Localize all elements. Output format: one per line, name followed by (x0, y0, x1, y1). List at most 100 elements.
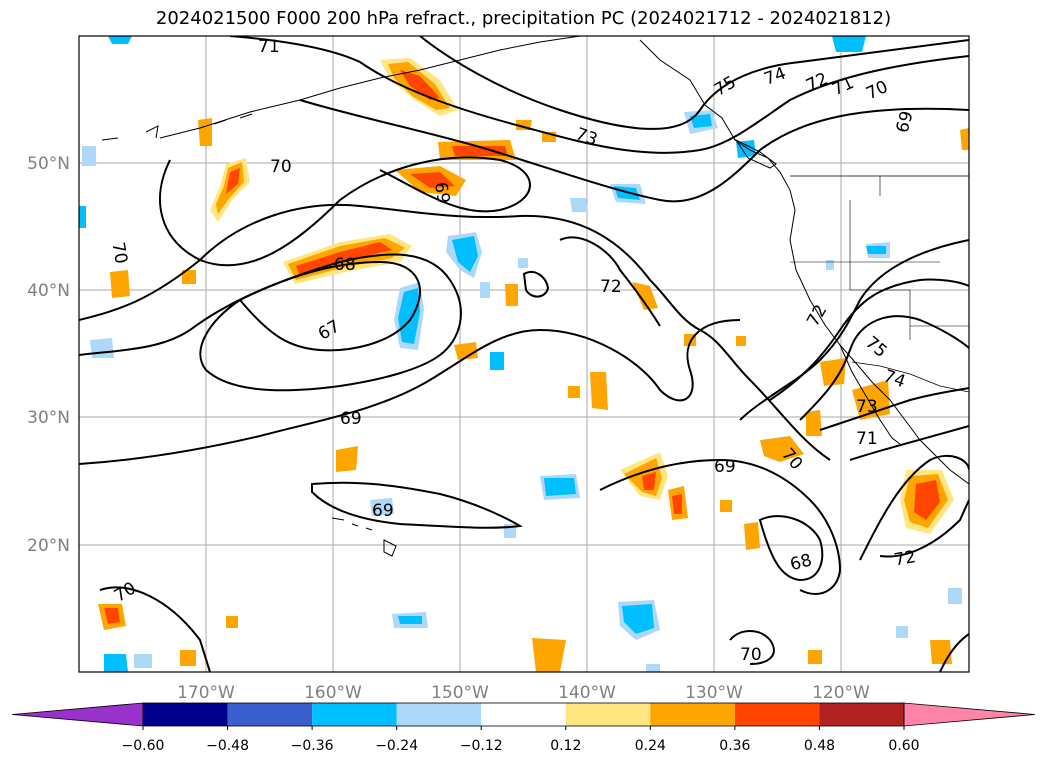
latitude-labels: 50°N 40°N 30°N 20°N (27, 154, 70, 556)
contour-line (311, 481, 523, 529)
contour-line (769, 278, 969, 401)
contour-line (79, 253, 462, 392)
precip-blob (590, 372, 608, 410)
precip-blob (570, 198, 588, 212)
contour-line (729, 630, 775, 665)
graticule (79, 36, 969, 672)
precip-blob (866, 246, 886, 254)
precip-blob (806, 410, 822, 436)
contour-line (859, 454, 969, 561)
coastlines (101, 36, 969, 557)
map-title: 2024021500 F000 200 hPa refract., precip… (155, 8, 892, 29)
precip-blob (622, 604, 654, 634)
colorbar-segment (227, 703, 313, 726)
precip-blob (480, 282, 490, 298)
precip-blob (642, 472, 656, 490)
contour-label: 71 (258, 37, 280, 57)
colorbar-tick-label: −0.12 (460, 738, 503, 754)
contour-label: 73 (856, 397, 878, 417)
contour-label: 68 (334, 255, 356, 275)
precip-blob (400, 70, 440, 100)
colorbar-frame (142, 702, 905, 727)
precip-blob (398, 616, 422, 624)
precip-blob (226, 168, 240, 194)
contour-line (799, 315, 969, 421)
baja-peninsula (839, 344, 901, 445)
precip-blob (452, 146, 508, 156)
precip-blob (82, 146, 96, 166)
contour-line (79, 319, 741, 465)
precip-blob (544, 478, 576, 496)
precip-blob (104, 654, 128, 672)
precip-blob (914, 480, 940, 520)
lon-label: 150°W (431, 683, 489, 703)
colorbar-tick-label: −0.24 (375, 738, 418, 754)
precip-blob (832, 36, 866, 52)
precip-blob (826, 260, 834, 270)
precip-blob (568, 386, 580, 398)
contour-line (599, 458, 842, 595)
colorbar-segment (312, 703, 397, 726)
colorbar-tick-label: 0.36 (719, 738, 750, 754)
north-american-coast (639, 39, 969, 485)
contour-line (522, 270, 550, 298)
colorbar-segments (11, 702, 1036, 727)
longitude-labels: 170°W 160°W 150°W 140°W 130°W 120°W (177, 683, 870, 703)
precip-blob (736, 336, 746, 346)
lat-label: 20°N (27, 536, 70, 556)
contour-line (159, 156, 531, 267)
precip-blob (744, 522, 760, 550)
lat-label: 30°N (27, 408, 70, 428)
lon-label: 170°W (177, 683, 235, 703)
precip-blob (180, 650, 196, 666)
colorbar-tick-label: −0.48 (206, 738, 249, 754)
precip-blob (646, 664, 660, 672)
contour-label: 69 (430, 181, 453, 206)
contour-label: 69 (714, 457, 736, 477)
colorbar-tick-label: −0.60 (122, 738, 165, 754)
precip-blob (690, 114, 712, 128)
precip-blob (182, 270, 196, 284)
alaska-coast (159, 36, 581, 139)
colorbar-segment (650, 703, 735, 726)
precip-blob (490, 352, 504, 370)
refractivity-contours (79, 36, 969, 672)
precip-blob (632, 282, 658, 310)
precip-negative-shading (79, 36, 962, 672)
colorbar-tick-label: 0.60 (888, 738, 919, 754)
precip-blob (336, 446, 358, 472)
precip-blob (370, 498, 394, 516)
map-frame (78, 35, 970, 673)
precip-blob (532, 638, 566, 672)
precip-blob (948, 588, 962, 604)
contour-line (419, 36, 969, 130)
contour-line (359, 55, 969, 154)
colorbar: −0.60 −0.48 −0.36 −0.24 −0.12 0.12 0.24 0.36 0.4… (11, 702, 1036, 754)
precip-blob (104, 608, 120, 624)
contour-line (819, 387, 969, 431)
hawaii-islands (331, 517, 397, 557)
contour-label: 70 (270, 157, 292, 177)
contour-label: 69 (340, 409, 362, 429)
contour-line (739, 239, 969, 421)
precip-blob (110, 270, 130, 298)
precip-blob (505, 284, 518, 306)
precip-blob (960, 128, 969, 150)
lon-label: 130°W (685, 683, 743, 703)
precip-blob (198, 118, 212, 146)
contour-label: 71 (856, 429, 878, 449)
colorbar-segment (143, 703, 228, 726)
precip-blob (108, 36, 132, 44)
contour-label: 69 (372, 501, 394, 521)
colorbar-extend-high (903, 702, 1036, 727)
contour-line (99, 586, 211, 672)
colorbar-tick-label: 0.48 (804, 738, 835, 754)
contour-label: 72 (893, 547, 918, 570)
map-plot-area: 71 70 70 69 68 67 69 69 73 72 75 74 72 7… (79, 36, 969, 672)
colorbar-segment (565, 703, 651, 726)
aleutian-islands (101, 113, 253, 141)
precip-blob (134, 654, 152, 668)
contour-label: 72 (600, 277, 622, 297)
precip-blob (930, 640, 952, 664)
precip-blob (79, 206, 86, 228)
